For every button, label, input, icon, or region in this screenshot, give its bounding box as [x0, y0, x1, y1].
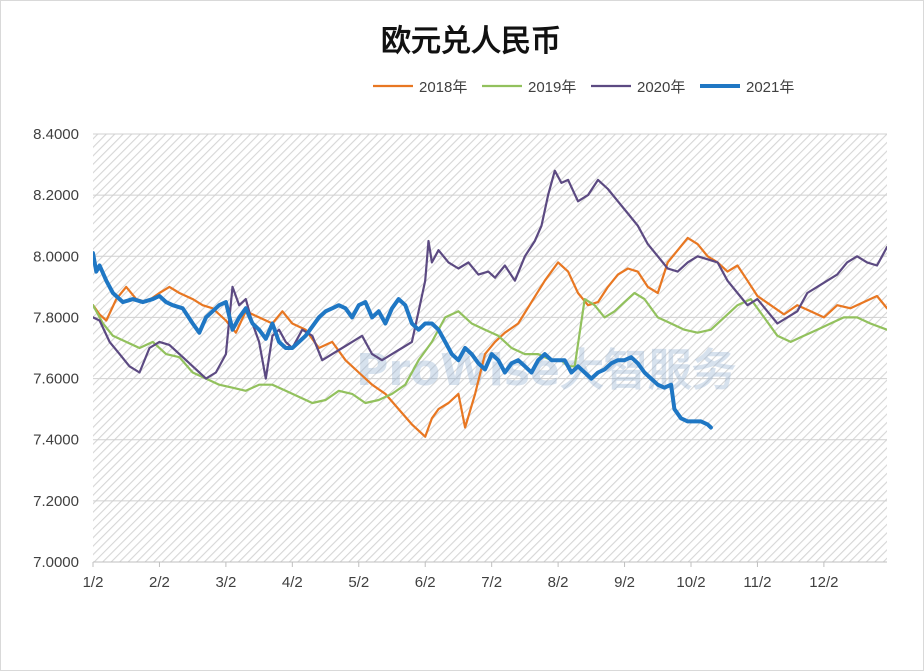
y-tick-label: 7.2000	[33, 493, 79, 510]
x-tick-label: 8/2	[548, 574, 569, 591]
legend-label: 2018年	[419, 79, 467, 96]
x-tick-label: 9/2	[614, 574, 635, 591]
y-tick-label: 7.8000	[33, 309, 79, 326]
x-tick-label: 1/2	[83, 574, 104, 591]
x-tick-label: 11/2	[743, 574, 771, 591]
x-tick-label: 3/2	[215, 574, 236, 591]
legend: 2018年 2019年 2020年 2021年	[373, 79, 794, 96]
y-tick-label: 7.6000	[33, 371, 79, 388]
x-tick-label: 5/2	[348, 574, 369, 591]
series-lines	[93, 169, 887, 438]
series-line	[93, 251, 713, 430]
x-axis: 1/2 2/2 3/2 4/2 5/2 6/2 7/2 8/2 9/2 10/2 11/2 12/2	[83, 561, 887, 591]
x-tick-label: 7/2	[481, 574, 502, 591]
y-tick-label: 8.2000	[33, 187, 79, 204]
x-tick-label: 6/2	[415, 574, 436, 591]
chart-title: 欧元兑人民币	[381, 24, 561, 59]
x-tick-label: 12/2	[809, 574, 838, 591]
series-line	[93, 236, 887, 438]
y-tick-label: 8.0000	[33, 248, 79, 265]
x-tick-label: 10/2	[676, 574, 705, 591]
gridlines	[93, 133, 887, 563]
y-tick-label: 8.4000	[33, 126, 79, 143]
series-line	[93, 169, 887, 380]
y-tick-label: 7.0000	[33, 554, 79, 571]
y-axis: 7.0000 7.2000 7.4000 7.6000 7.8000 8.0000 8.20…	[33, 126, 79, 571]
legend-label: 2021年	[746, 79, 794, 96]
y-tick-label: 7.4000	[33, 432, 79, 449]
legend-label: 2019年	[528, 79, 576, 96]
legend-label: 2020年	[637, 79, 685, 96]
x-tick-label: 2/2	[149, 574, 170, 591]
x-tick-label: 4/2	[282, 574, 303, 591]
